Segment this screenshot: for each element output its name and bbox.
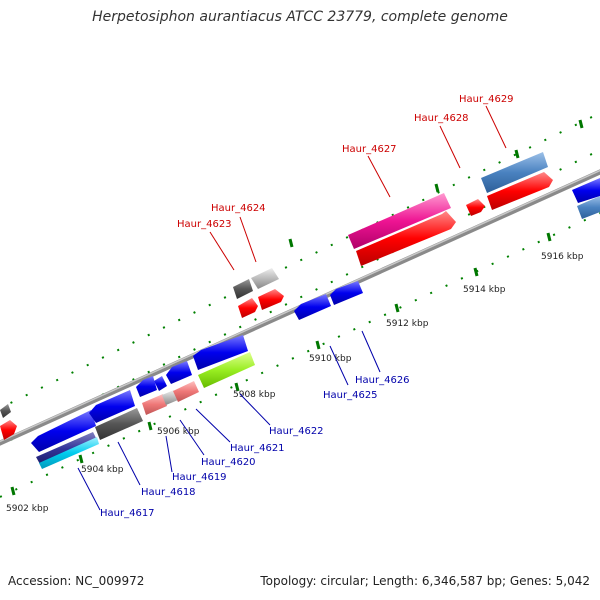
gene-label-reverse[interactable]: Haur_4618	[141, 487, 196, 498]
gene-label-forward[interactable]: Haur_4628	[414, 113, 469, 124]
gene-arrow[interactable]	[89, 390, 135, 423]
gene-arrow[interactable]	[466, 199, 485, 216]
gene-arrow[interactable]	[39, 437, 99, 469]
gene-arrow[interactable]	[258, 289, 284, 310]
gene-arrow[interactable]	[0, 420, 17, 440]
gene-arrow[interactable]	[572, 178, 600, 203]
gene-arrow[interactable]	[481, 152, 548, 193]
gene-arrow[interactable]	[154, 376, 167, 391]
gene-arrow[interactable]	[356, 211, 456, 266]
gene-label-forward[interactable]: Haur_4624	[211, 203, 266, 214]
outer-tick-track	[0, 112, 600, 410]
forward-genes	[0, 152, 600, 440]
gene-arrow[interactable]	[36, 432, 97, 466]
gene-label-reverse[interactable]: Haur_4621	[230, 443, 285, 454]
gene-arrow[interactable]	[95, 408, 143, 440]
gene-label-reverse[interactable]: Haur_4625	[323, 390, 378, 401]
scale-label: 5910 kbp	[309, 354, 352, 364]
gene-label-reverse[interactable]: Haur_4622	[269, 426, 324, 437]
gene-arrow[interactable]	[31, 410, 96, 452]
gene-arrow[interactable]	[162, 390, 178, 405]
gene-label-forward[interactable]: Haur_4627	[342, 144, 397, 155]
genome-summary-text: Topology: circular; Length: 6,346,587 bp…	[260, 574, 590, 588]
gene-arrow[interactable]	[173, 381, 199, 402]
major-ticks	[10, 119, 584, 496]
accession-text: Accession: NC_009972	[8, 574, 145, 588]
gene-label-reverse[interactable]: Haur_4626	[355, 375, 410, 386]
gene-arrow[interactable]	[487, 172, 553, 210]
gene-label-forward[interactable]: Haur_4623	[177, 219, 232, 230]
gene-arrow[interactable]	[251, 268, 279, 289]
gene-arrow[interactable]	[233, 279, 253, 299]
gene-label-reverse[interactable]: Haur_4619	[172, 472, 227, 483]
forward-leader-lines	[209, 105, 507, 271]
scale-label: 5906 kbp	[157, 427, 200, 437]
gene-arrow[interactable]	[577, 196, 600, 219]
lower-tick-track	[0, 212, 600, 498]
gene-label-reverse[interactable]: Haur_4620	[201, 457, 256, 468]
gene-label-reverse[interactable]: Haur_4617	[100, 508, 155, 519]
gene-arrow[interactable]	[238, 298, 258, 318]
scale-label: 5902 kbp	[6, 504, 49, 514]
scale-label: 5908 kbp	[233, 390, 276, 400]
gene-arrow[interactable]	[0, 404, 11, 418]
gene-arrow[interactable]	[142, 394, 167, 415]
gene-arrow[interactable]	[330, 281, 363, 305]
gene-arrow[interactable]	[198, 352, 255, 388]
scale-label: 5912 kbp	[386, 319, 429, 329]
scale-label: 5914 kbp	[463, 285, 506, 295]
gene-arrow[interactable]	[193, 335, 248, 370]
gene-arrow[interactable]	[294, 294, 331, 320]
reverse-genes	[31, 281, 363, 469]
reverse-leader-lines	[77, 330, 381, 511]
gene-arrow[interactable]	[166, 361, 192, 384]
gene-arrow[interactable]	[136, 376, 157, 397]
gene-label-forward[interactable]: Haur_4629	[459, 94, 514, 105]
scale-label: 5916 kbp	[541, 252, 584, 262]
gene-arrow[interactable]	[348, 193, 451, 249]
scale-label: 5904 kbp	[81, 465, 124, 475]
map-title: Herpetosiphon aurantiacus ATCC 23779, co…	[92, 9, 508, 25]
